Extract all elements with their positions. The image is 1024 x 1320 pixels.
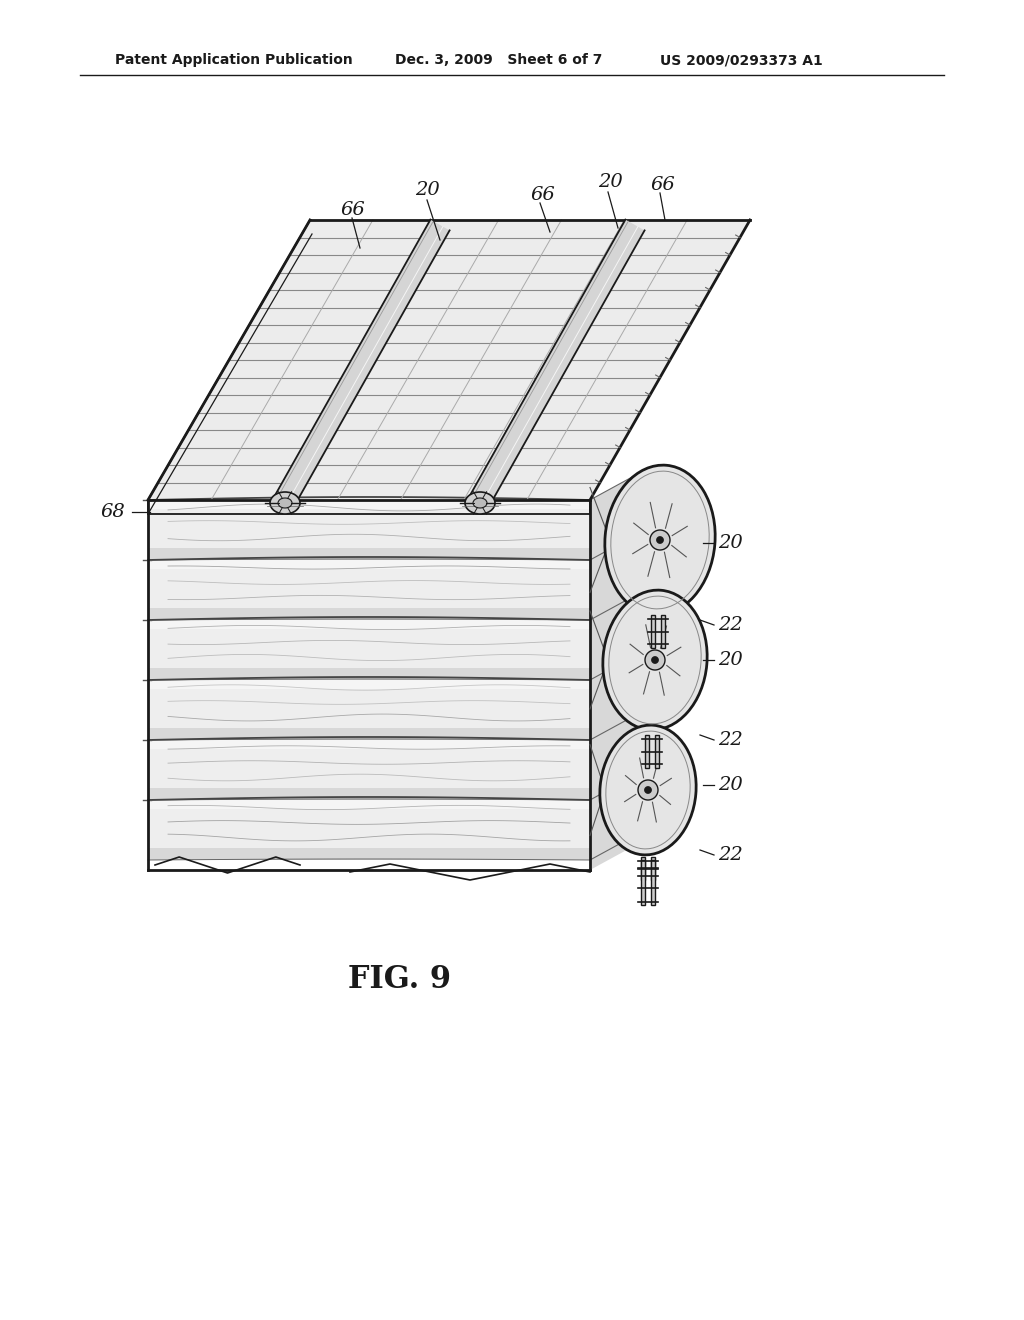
- Bar: [148, 680, 590, 741]
- Text: 20: 20: [598, 173, 623, 191]
- Bar: [641, 861, 645, 906]
- Polygon shape: [148, 220, 750, 500]
- Bar: [148, 741, 590, 748]
- Bar: [645, 735, 649, 768]
- Bar: [662, 615, 665, 648]
- Text: Patent Application Publication: Patent Application Publication: [115, 53, 352, 67]
- Bar: [148, 560, 590, 620]
- Circle shape: [644, 787, 651, 793]
- Bar: [148, 680, 590, 689]
- Ellipse shape: [605, 465, 715, 615]
- Ellipse shape: [473, 498, 487, 508]
- Polygon shape: [470, 219, 644, 506]
- Ellipse shape: [603, 590, 708, 730]
- Text: 22: 22: [718, 616, 742, 634]
- Ellipse shape: [600, 725, 696, 855]
- Bar: [148, 500, 590, 560]
- Ellipse shape: [270, 492, 300, 513]
- Bar: [148, 609, 590, 620]
- Text: 20: 20: [415, 181, 439, 199]
- Bar: [148, 548, 590, 560]
- Text: 22: 22: [718, 731, 742, 748]
- Text: 20: 20: [718, 535, 742, 552]
- Text: 68: 68: [100, 503, 125, 521]
- Bar: [148, 620, 590, 680]
- Bar: [148, 847, 590, 861]
- Text: US 2009/0293373 A1: US 2009/0293373 A1: [660, 53, 822, 67]
- Polygon shape: [590, 470, 645, 870]
- Bar: [148, 668, 590, 680]
- Bar: [651, 861, 655, 906]
- Bar: [148, 788, 590, 800]
- Bar: [651, 857, 655, 880]
- Bar: [148, 560, 590, 569]
- Text: 66: 66: [650, 176, 675, 194]
- Circle shape: [656, 536, 664, 544]
- Bar: [148, 500, 590, 510]
- Text: FIG. 9: FIG. 9: [348, 965, 452, 995]
- Text: 20: 20: [718, 776, 742, 795]
- Bar: [641, 857, 645, 880]
- Bar: [148, 741, 590, 800]
- Ellipse shape: [278, 498, 292, 508]
- Bar: [655, 735, 659, 768]
- Circle shape: [638, 780, 658, 800]
- Bar: [148, 620, 590, 630]
- Text: 66: 66: [340, 201, 365, 219]
- Circle shape: [651, 656, 658, 664]
- Circle shape: [645, 649, 665, 671]
- Ellipse shape: [465, 492, 495, 513]
- Bar: [148, 800, 590, 861]
- Text: 22: 22: [718, 846, 742, 865]
- Text: Dec. 3, 2009   Sheet 6 of 7: Dec. 3, 2009 Sheet 6 of 7: [395, 53, 602, 67]
- Text: 20: 20: [718, 651, 742, 669]
- Bar: [148, 800, 590, 809]
- Text: 66: 66: [530, 186, 555, 205]
- Polygon shape: [275, 219, 450, 506]
- Bar: [148, 729, 590, 741]
- Bar: [651, 615, 655, 648]
- Circle shape: [650, 531, 670, 550]
